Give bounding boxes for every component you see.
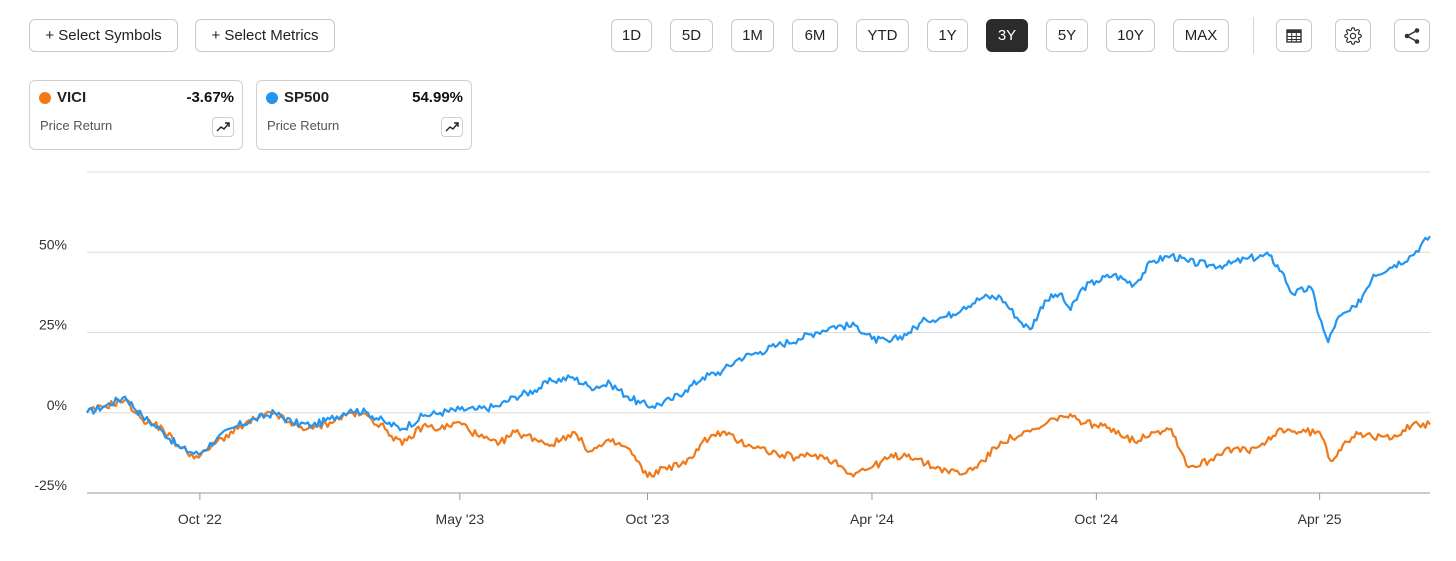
range-6m-button[interactable]: 6M	[792, 19, 838, 52]
table-icon	[1286, 28, 1302, 43]
y-tick-label: -25%	[34, 477, 67, 493]
legend-dot-sp500	[266, 92, 278, 104]
trend-icon[interactable]	[441, 117, 463, 137]
range-max-button[interactable]: MAX	[1173, 19, 1229, 52]
legend-metric: Price Return	[267, 118, 340, 133]
range-1y-button[interactable]: 1Y	[927, 19, 968, 52]
x-tick-label: Oct '24	[1074, 511, 1118, 527]
x-tick-label: Oct '22	[178, 511, 222, 527]
range-5y-button[interactable]: 5Y	[1046, 19, 1088, 52]
select-metrics-button[interactable]: + Select Metrics	[195, 19, 335, 52]
settings-button[interactable]	[1335, 19, 1371, 52]
legend-symbol: VICI	[57, 89, 87, 106]
y-tick-label: 50%	[39, 236, 67, 252]
range-10y-button[interactable]: 10Y	[1106, 19, 1155, 52]
x-tick-label: Apr '24	[850, 511, 894, 527]
range-ytd-button[interactable]: YTD	[856, 19, 909, 52]
legend-value: 54.99%	[412, 89, 463, 106]
series-line-vici	[86, 398, 1431, 478]
x-tick-label: May '23	[436, 511, 485, 527]
x-tick-label: Oct '23	[626, 511, 670, 527]
range-3y-button[interactable]: 3Y	[986, 19, 1028, 52]
legend-card-vici[interactable]: VICI -3.67% Price Return	[29, 80, 243, 150]
x-tick-label: Apr '25	[1298, 511, 1342, 527]
select-symbols-button[interactable]: + Select Symbols	[29, 19, 178, 52]
trend-icon[interactable]	[212, 117, 234, 137]
legend-symbol: SP500	[284, 89, 330, 106]
range-5d-button[interactable]: 5D	[670, 19, 713, 52]
y-tick-label: 0%	[47, 397, 67, 413]
range-1d-button[interactable]: 1D	[611, 19, 652, 52]
legend-card-sp500[interactable]: SP500 54.99% Price Return	[256, 80, 472, 150]
share-icon	[1403, 27, 1421, 45]
y-tick-label: 25%	[39, 317, 67, 333]
table-view-button[interactable]	[1276, 19, 1312, 52]
gear-icon	[1344, 26, 1362, 45]
legend-dot-vici	[39, 92, 51, 104]
legend-metric: Price Return	[40, 118, 113, 133]
legend-value: -3.67%	[186, 89, 234, 106]
range-1m-button[interactable]: 1M	[731, 19, 774, 52]
price-return-chart[interactable]: -25% 0% 25% 50% Oct '22 May '23 Oct '23 Apr '24…	[0, 160, 1456, 561]
toolbar-divider	[1253, 17, 1254, 54]
share-button[interactable]	[1394, 19, 1430, 52]
series-line-sp500	[86, 235, 1431, 456]
